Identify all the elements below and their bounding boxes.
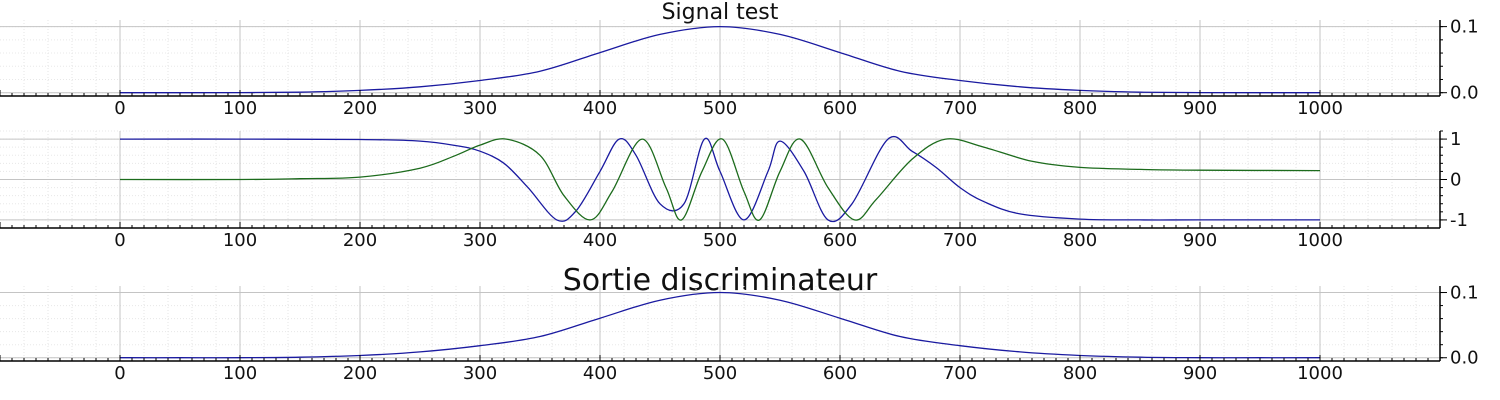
series-group: [120, 25, 1320, 94]
x-tick-label: 0: [114, 230, 125, 251]
y-tick-label: 1: [1450, 129, 1461, 150]
x-tick-label: 900: [1183, 363, 1217, 384]
x-tick-label: 300: [463, 98, 497, 119]
x-tick-label: 600: [823, 230, 857, 251]
chart-panel-sortie-discriminateur: Sortie discriminateur 0 100 200 300 400 500 60…: [0, 263, 1479, 384]
x-tick-label: 1000: [1297, 98, 1343, 119]
x-tick-label: 400: [583, 230, 617, 251]
axes: 0 100 200 300 400 500 600 700 800 900 1000 0.0 0.1: [0, 17, 1479, 119]
x-tick-label: 800: [1063, 363, 1097, 384]
x-tick-label: 300: [463, 230, 497, 251]
series-line-0: [120, 25, 1320, 94]
x-tick-label: 800: [1063, 98, 1097, 119]
x-tick-label: 900: [1183, 230, 1217, 251]
y-tick-label: 0: [1450, 170, 1461, 191]
y-tick-label: 0.1: [1450, 283, 1479, 304]
x-tick-label: 500: [703, 230, 737, 251]
x-tick-label: 100: [223, 98, 257, 119]
x-tick-label: 0: [114, 98, 125, 119]
series-group: [119, 291, 1321, 359]
x-tick-label: 500: [703, 98, 737, 119]
chart-panel-signal-test: Signal test 0 100 200 300 400 500 600 700 800 900…: [0, 0, 1479, 119]
x-tick-label: 200: [343, 230, 377, 251]
x-tick-label: 700: [943, 230, 977, 251]
series-group: [119, 135, 1321, 223]
y-tick-label: 0.1: [1450, 17, 1479, 38]
series-line-0: [119, 291, 1321, 359]
y-tick-label: 0.0: [1450, 83, 1479, 104]
x-tick-label: 100: [223, 230, 257, 251]
x-tick-label: 600: [823, 98, 857, 119]
series-line-1: [119, 138, 1321, 221]
x-tick-label: 700: [943, 98, 977, 119]
x-tick-label: 800: [1063, 230, 1097, 251]
x-tick-label: 700: [943, 363, 977, 384]
x-tick-label: 1000: [1297, 230, 1343, 251]
y-tick-label: -1: [1450, 210, 1468, 231]
x-tick-label: 400: [583, 98, 617, 119]
x-tick-label: 900: [1183, 98, 1217, 119]
x-tick-label: 300: [463, 363, 497, 384]
axes: 0 100 200 300 400 500 600 700 800 900 1000 0.0 0.1: [0, 283, 1479, 384]
x-tick-label: 500: [703, 363, 737, 384]
x-tick-label: 400: [583, 363, 617, 384]
x-tick-label: 100: [223, 363, 257, 384]
x-tick-label: 200: [343, 363, 377, 384]
series-line-0: [119, 135, 1320, 223]
x-tick-label: 200: [343, 98, 377, 119]
x-tick-label: 0: [114, 363, 125, 384]
chart-panel-iq: 0 100 200 300 400 500 600 700 800 900 1000 -1 0 1: [0, 129, 1468, 251]
x-tick-label: 1000: [1297, 363, 1343, 384]
y-tick-label: 0.0: [1450, 348, 1479, 369]
x-tick-label: 600: [823, 363, 857, 384]
axes: 0 100 200 300 400 500 600 700 800 900 1000 -1 0 1: [0, 129, 1468, 251]
